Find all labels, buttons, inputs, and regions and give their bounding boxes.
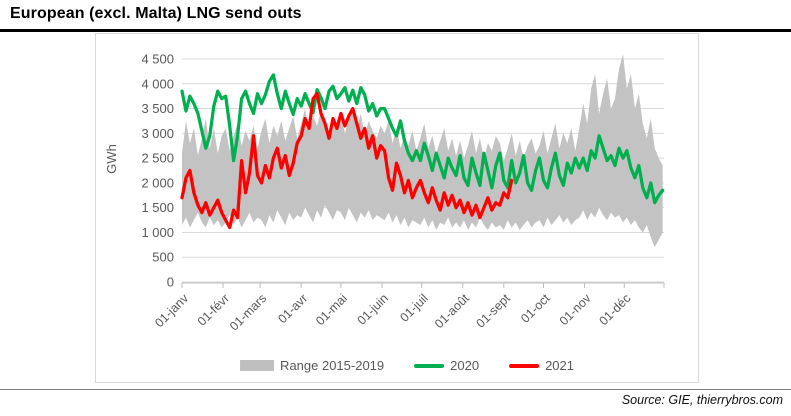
page-title: European (excl. Malta) LNG send outs (10, 5, 302, 22)
y-tick-label: 1 500 (141, 200, 174, 215)
y-tick-label: 500 (152, 250, 174, 265)
y-tick-label: 2 500 (141, 151, 174, 166)
source-note: Source: GIE, thierrybros.com (621, 393, 783, 407)
x-tick-label: 01-juin (355, 291, 391, 327)
x-tick-label: 01-janv (152, 291, 191, 330)
y-tick-label: 0 (167, 275, 174, 290)
legend-label-range: Range 2015-2019 (280, 358, 385, 373)
y-tick-label: 3 000 (141, 126, 174, 141)
y-tick-label: 2 000 (141, 175, 174, 190)
chart-area: 0 500 1 000 1 500 2 000 2 500 3 000 3 500 4 000 4… (95, 33, 699, 383)
y-tick-label: 4 500 (141, 52, 174, 67)
line-2021-swatch-icon (509, 363, 540, 368)
chart-canvas: 0 500 1 000 1 500 2 000 2 500 3 000 3 500 4 000 4… (141, 52, 665, 334)
legend-item-range: Range 2015-2019 (240, 358, 384, 373)
bottom-divider (0, 389, 791, 390)
x-tick-label: 01-mai (313, 291, 350, 328)
x-tick-label: 01-nov (557, 291, 594, 328)
series-line-2021 (180, 92, 514, 230)
legend-item-2021: 2021 (509, 358, 574, 373)
legend-label-2021: 2021 (545, 358, 574, 373)
y-tick-label: 4 000 (141, 76, 174, 91)
x-tick-label: 01-oct (518, 291, 553, 326)
title-underline (0, 29, 791, 32)
range-band-swatch-icon (240, 360, 275, 371)
y-axis-title: GWh (104, 144, 119, 174)
legend-label-2020: 2020 (450, 358, 480, 373)
x-tick-label: 01-avr (275, 291, 310, 326)
x-tick-label: 01-sept (474, 291, 514, 331)
line-2020-swatch-icon (414, 363, 445, 368)
series-line-2020 (180, 73, 665, 205)
legend-item-2020: 2020 (414, 358, 479, 373)
x-tick-label: 01-mars (227, 291, 269, 333)
chart-legend: Range 2015-2019 2020 2021 (240, 358, 574, 373)
y-tick-label: 3 500 (141, 101, 174, 116)
y-tick-label: 1 000 (141, 225, 174, 240)
x-tick-label: 01-juil (397, 291, 430, 324)
x-tick-label: 01-août (432, 291, 472, 331)
x-tick-label: 01-déc (596, 291, 633, 328)
